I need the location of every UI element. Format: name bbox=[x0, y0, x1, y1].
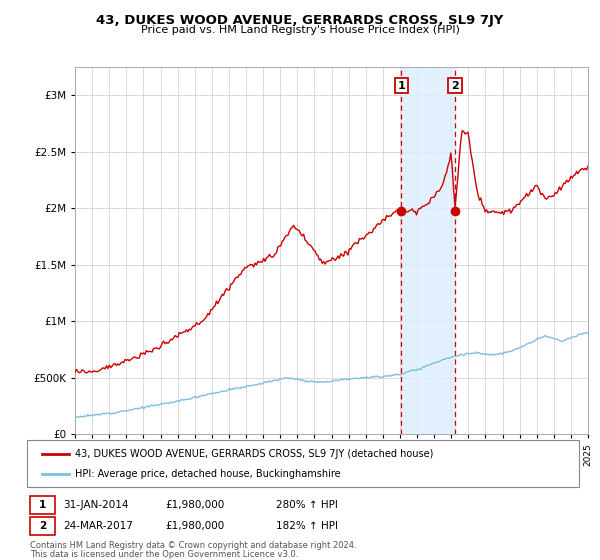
Text: £1,980,000: £1,980,000 bbox=[165, 521, 224, 531]
Text: 24-MAR-2017: 24-MAR-2017 bbox=[63, 521, 133, 531]
Text: Price paid vs. HM Land Registry's House Price Index (HPI): Price paid vs. HM Land Registry's House … bbox=[140, 25, 460, 35]
Text: 43, DUKES WOOD AVENUE, GERRARDS CROSS, SL9 7JY: 43, DUKES WOOD AVENUE, GERRARDS CROSS, S… bbox=[97, 14, 503, 27]
Text: Contains HM Land Registry data © Crown copyright and database right 2024.: Contains HM Land Registry data © Crown c… bbox=[30, 541, 356, 550]
Text: 43, DUKES WOOD AVENUE, GERRARDS CROSS, SL9 7JY (detached house): 43, DUKES WOOD AVENUE, GERRARDS CROSS, S… bbox=[75, 449, 433, 459]
Text: 280% ↑ HPI: 280% ↑ HPI bbox=[276, 500, 338, 510]
Text: HPI: Average price, detached house, Buckinghamshire: HPI: Average price, detached house, Buck… bbox=[75, 469, 341, 479]
Text: This data is licensed under the Open Government Licence v3.0.: This data is licensed under the Open Gov… bbox=[30, 550, 298, 559]
Text: 2: 2 bbox=[39, 521, 46, 531]
Text: 1: 1 bbox=[397, 81, 405, 91]
Text: 1: 1 bbox=[39, 500, 46, 510]
Text: 31-JAN-2014: 31-JAN-2014 bbox=[63, 500, 128, 510]
Text: 182% ↑ HPI: 182% ↑ HPI bbox=[276, 521, 338, 531]
Text: £1,980,000: £1,980,000 bbox=[165, 500, 224, 510]
Text: 2: 2 bbox=[451, 81, 459, 91]
Bar bbox=[401, 67, 455, 434]
